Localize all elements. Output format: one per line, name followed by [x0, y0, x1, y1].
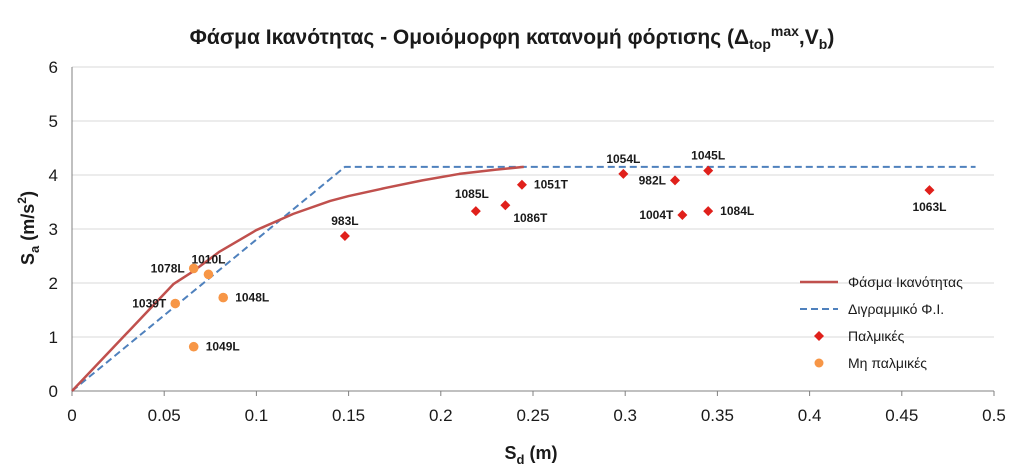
title-mid: ,V — [799, 26, 819, 49]
x-tick-label: 0.35 — [701, 406, 734, 425]
pulse-point-label: 1051T — [534, 178, 569, 192]
axes — [71, 67, 995, 396]
pulse-point — [703, 165, 714, 176]
pulse-point — [618, 168, 629, 179]
bilinear-line — [71, 165, 976, 392]
ylabel-main: S — [18, 253, 38, 265]
x-tick-label: 0.05 — [148, 406, 181, 425]
legend-label-capacity: Φάσμα Ικανότητας — [848, 274, 963, 290]
ylabel-sub: a — [27, 245, 42, 253]
xlabel-rest: (m) — [524, 443, 557, 463]
series-markers — [170, 165, 935, 352]
xlabel-main: S — [505, 443, 517, 463]
nonpulse-point-label: 1078L — [151, 261, 185, 275]
x-tick-label: 0.25 — [516, 406, 549, 425]
legend-swatch-nonpulse — [814, 358, 824, 368]
y-tick-label: 4 — [49, 166, 58, 185]
title-sub-b: b — [819, 36, 828, 52]
title-sub-top: top — [749, 36, 771, 52]
nonpulse-point — [188, 341, 199, 352]
y-tick-label: 3 — [49, 220, 58, 239]
pulse-point-label: 1063L — [912, 200, 946, 214]
series-lines — [71, 165, 976, 392]
legend-item-pulse: Παλμικές — [814, 328, 905, 344]
pulse-point — [677, 209, 688, 220]
pulse-point — [339, 231, 350, 242]
ylabel-sup: 2 — [15, 197, 29, 204]
y-tick-label: 0 — [49, 382, 58, 401]
x-tick-label: 0.15 — [332, 406, 365, 425]
x-tick-label: 0.1 — [245, 406, 269, 425]
nonpulse-point-label: 1049L — [206, 340, 240, 354]
pulse-point-label: 1004T — [639, 208, 674, 222]
pulse-point — [500, 200, 511, 211]
x-tick-label: 0.3 — [613, 406, 637, 425]
pulse-point — [703, 206, 714, 217]
pulse-point-label: 1045L — [691, 149, 725, 163]
legend-label-pulse: Παλμικές — [848, 328, 905, 344]
pulse-point — [924, 185, 935, 196]
y-tick-label: 2 — [49, 274, 58, 293]
pulse-point — [516, 179, 527, 190]
nonpulse-point-label: 1048L — [235, 291, 269, 305]
ylabel-rest: (m/s — [18, 204, 38, 246]
xlabel-sub: d — [517, 452, 525, 467]
y-tick-label: 1 — [49, 328, 58, 347]
legend-label-bilinear: Διγραμμικό Φ.Ι. — [848, 301, 944, 317]
pulse-point — [470, 206, 481, 217]
pulse-point-label: 982L — [639, 173, 666, 187]
x-tick-label: 0.5 — [982, 406, 1006, 425]
title-sup-max: max — [771, 23, 799, 39]
ylabel-end: ) — [18, 191, 38, 197]
nonpulse-point — [188, 263, 199, 274]
y-tick-labels: 0 1 2 3 4 5 6 — [49, 58, 58, 401]
y-tick-label: 6 — [49, 58, 58, 77]
pulse-point — [669, 175, 680, 186]
y-axis-label: Sa (m/s2) — [15, 191, 42, 265]
legend: Φάσμα Ικανότητας Διγραμμικό Φ.Ι. Παλμικέ… — [800, 274, 963, 371]
legend-item-nonpulse: Μη παλμικές — [814, 355, 927, 371]
pulse-point-label: 1054L — [606, 152, 640, 166]
legend-item-capacity: Φάσμα Ικανότητας — [800, 274, 963, 290]
x-tick-label: 0.4 — [798, 406, 822, 425]
nonpulse-point — [170, 298, 181, 309]
pulse-point-label: 983L — [331, 214, 358, 228]
nonpulse-point — [203, 269, 214, 280]
point-labels: 983L 1085L 1086T 1051T 1054L 982L 1004T 1045L 10… — [132, 149, 946, 354]
x-tick-labels: 0 0.05 0.1 0.15 0.2 0.25 0.3 0.35 0.4 0.45 0.5 — [67, 406, 1006, 425]
legend-item-bilinear: Διγραμμικό Φ.Ι. — [800, 301, 944, 317]
capacity-spectrum-line — [71, 165, 524, 392]
title-end: ) — [827, 26, 834, 49]
x-tick-label: 0.45 — [885, 406, 918, 425]
pulse-point-label: 1086T — [513, 211, 548, 225]
title-main: Φάσμα Ικανότητας - Ομοιόμορφη κατανομή φ… — [190, 26, 749, 49]
legend-label-nonpulse: Μη παλμικές — [848, 355, 927, 371]
legend-swatch-pulse — [814, 331, 824, 341]
nonpulse-point — [218, 292, 229, 303]
x-tick-label: 0 — [67, 406, 76, 425]
y-tick-label: 5 — [49, 112, 58, 131]
x-tick-label: 0.2 — [429, 406, 453, 425]
x-axis-label: Sd (m) — [505, 443, 558, 467]
pulse-point-label: 1084L — [720, 204, 754, 218]
nonpulse-point-label: 1039T — [132, 297, 167, 311]
gridlines — [72, 66, 994, 338]
pulse-point-label: 1085L — [455, 187, 489, 201]
chart-title: Φάσμα Ικανότητας - Ομοιόμορφη κατανομή φ… — [190, 23, 835, 52]
nonpulse-point-label: 1010L — [191, 252, 225, 266]
